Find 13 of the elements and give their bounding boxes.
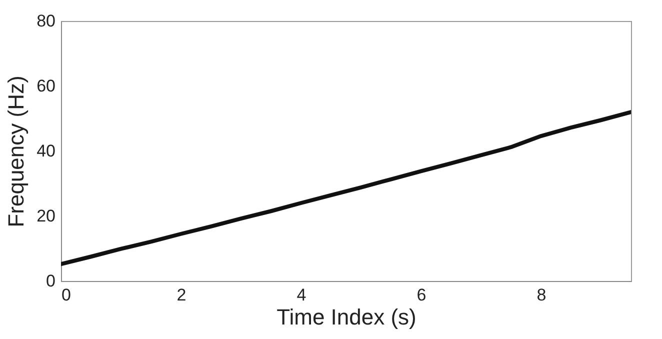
y-tick-label: 20	[36, 206, 56, 226]
y-tick-label: 0	[46, 272, 56, 290]
y-axis-title: Frequency (Hz)	[4, 76, 29, 228]
x-tick-label: 0	[62, 286, 71, 304]
x-axis-title: Time Index (s)	[276, 304, 416, 330]
x-tick-label: 8	[536, 286, 546, 304]
x-tick-label: 2	[176, 286, 186, 304]
x-tick-label: 4	[296, 286, 306, 304]
y-tick-label: 60	[36, 76, 56, 96]
y-tick-label: 40	[36, 142, 56, 160]
line-series	[61, 110, 631, 266]
y-tick-label: 80	[36, 12, 56, 30]
x-tick-label: 6	[416, 286, 426, 304]
